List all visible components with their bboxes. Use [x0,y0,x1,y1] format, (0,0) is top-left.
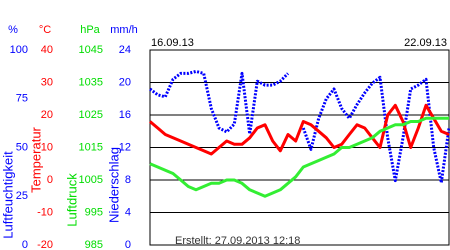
y-tick-label: 20 [119,76,131,88]
footer: Erstellt: 27.09.2013 12:18 [175,235,300,247]
start-date: 16.09.13 [151,37,194,49]
y-tick-label: 1035 [79,76,103,88]
y-tick-label: 40 [41,44,53,56]
y-tick-label: 8 [125,174,131,186]
y-tick-label: 1045 [79,44,103,56]
y-tick-label: 12 [119,141,131,153]
y-tick-label: 75 [16,93,28,105]
y-tick-label: 985 [85,239,103,250]
series-line [149,116,449,198]
axis-title: Niederschlag [106,147,121,223]
axis-unit: hPa [80,24,100,36]
series-line [149,69,450,185]
y-tick-label: 0 [22,239,28,250]
y-tick-label: 24 [119,44,131,56]
y-tick-label: 25 [16,190,28,202]
axis-title: Temperatur [28,126,43,192]
y-tick-label: 100 [10,44,28,56]
y-tick-label: -20 [37,239,53,250]
y-tick-label: 30 [41,76,53,88]
axis-unit: mm/h [110,24,138,36]
y-tick-label: 16 [119,109,131,121]
end-date: 22.09.13 [404,37,447,49]
series-line [149,103,450,156]
axis-title: Luftdruck [64,173,79,227]
y-tick-label: 0 [125,239,131,250]
axis-unit: °C [39,24,51,36]
y-tick-label: 1015 [79,141,103,153]
y-tick-label: 50 [16,141,28,153]
y-tick-label: 0 [47,174,53,186]
y-tick-label: 20 [41,109,53,121]
y-tick-label: 10 [41,141,53,153]
axis-unit: % [8,24,18,36]
y-tick-label: -10 [37,206,53,218]
y-tick-label: 1025 [79,109,103,121]
y-tick-label: 1005 [79,174,103,186]
axis-title: Luftfeuchtigkeit [0,151,15,239]
y-tick-label: 995 [85,206,103,218]
y-tick-label: 4 [125,206,131,218]
